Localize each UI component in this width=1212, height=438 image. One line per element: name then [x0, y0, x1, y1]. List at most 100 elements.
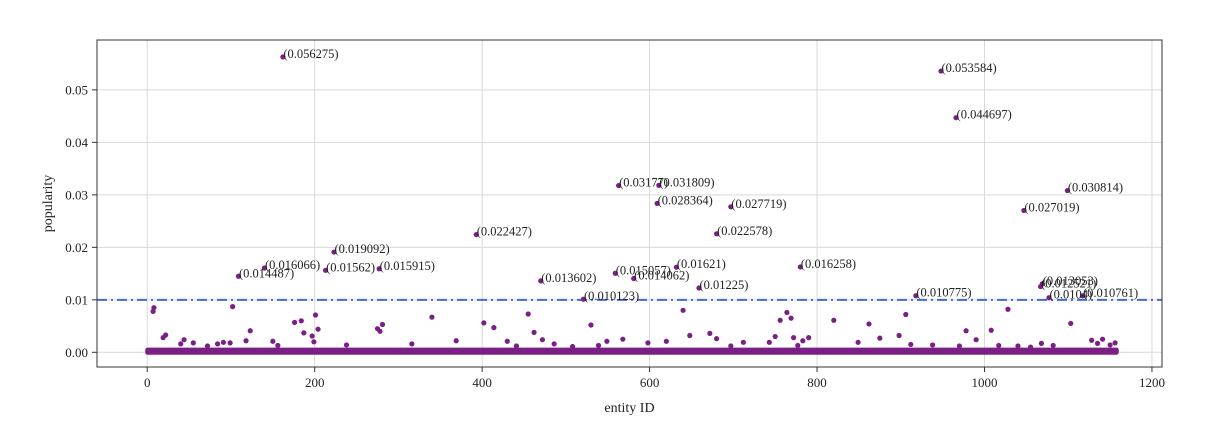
data-point: [1005, 306, 1011, 312]
point-value-label: (0.044697): [957, 108, 1012, 122]
data-point: [301, 330, 307, 336]
data-point: [788, 315, 794, 321]
point-value-label: (0.030814): [1068, 181, 1123, 195]
data-point: [973, 337, 979, 343]
annotated-point: [1064, 187, 1070, 194]
annotated-point: [1079, 293, 1086, 299]
data-point: [740, 339, 746, 345]
point-value-label: (0.03177): [619, 176, 668, 190]
y-tick-label: 0.03: [65, 187, 88, 202]
data-point: [312, 312, 319, 318]
x-tick-label: 200: [305, 375, 325, 390]
data-point: [513, 343, 520, 349]
annotated-point: [713, 231, 720, 237]
point-value-label: (0.013602): [541, 271, 596, 285]
annotated-point: [280, 54, 286, 60]
data-point: [214, 341, 221, 347]
data-point: [270, 338, 276, 344]
data-point: [315, 326, 321, 332]
data-point: [663, 338, 669, 344]
point-value-label: (0.01225): [699, 278, 748, 292]
x-tick-label: 1000: [972, 375, 998, 390]
annotated-point: [938, 68, 944, 74]
data-point: [800, 338, 806, 344]
ticks-layer: 0 200 400 600 800 1000 1200 0.00 0.01 0.02 0.03 0.0…: [65, 82, 1165, 390]
labels-layer: (0.056275)(0.053584)(0.044697)(0.03177)(…: [239, 47, 1138, 303]
data-point: [1068, 320, 1074, 327]
data-point: [309, 333, 315, 339]
annotated-point: [953, 115, 959, 121]
x-tick-label: 600: [640, 375, 660, 390]
data-point: [604, 338, 610, 344]
data-point: [481, 320, 487, 326]
point-value-label: (0.01621): [677, 257, 726, 271]
data-point: [247, 328, 253, 334]
point-value-label: (0.010761): [1083, 286, 1138, 300]
y-tick-label: 0.01: [65, 292, 88, 307]
annotated-point: [673, 264, 679, 270]
data-point: [988, 327, 994, 333]
grid-layer: [97, 40, 1162, 367]
data-point: [178, 341, 184, 347]
data-point: [429, 314, 435, 320]
point-value-label: (0.014487): [239, 266, 294, 280]
y-tick-label: 0.05: [65, 82, 88, 97]
data-point: [190, 340, 196, 346]
data-point: [453, 338, 459, 344]
point-value-label: (0.016066): [265, 258, 320, 272]
data-point: [806, 335, 812, 341]
point-value-label: (0.028364): [658, 193, 713, 207]
point-value-label: (0.027719): [731, 197, 786, 211]
point-value-label: (0.053584): [941, 61, 996, 75]
data-point: [903, 311, 909, 318]
data-point: [409, 341, 415, 347]
data-point: [551, 341, 557, 347]
x-tick-label: 0: [144, 375, 151, 390]
data-point: [291, 319, 298, 325]
data-point: [620, 336, 626, 342]
data-point: [343, 342, 350, 348]
data-point: [956, 343, 962, 349]
annotated-point: [580, 296, 587, 302]
annotated-point: [473, 231, 479, 238]
data-point: [707, 330, 713, 337]
data-point: [504, 338, 510, 344]
data-point: [791, 335, 797, 341]
data-point: [687, 332, 693, 339]
data-point: [777, 317, 783, 323]
data-point: [772, 333, 778, 340]
data-point: [1112, 340, 1118, 346]
data-point: [377, 328, 383, 334]
data-point: [728, 343, 734, 349]
point-value-label: (0.0104): [1049, 288, 1092, 302]
data-point: [1107, 342, 1113, 348]
data-point: [1099, 336, 1106, 342]
data-point: [531, 329, 537, 335]
point-value-label: (0.027019): [1024, 200, 1079, 214]
annotated-point: [1046, 295, 1052, 301]
point-value-label: (0.031809): [659, 175, 714, 189]
data-point: [866, 321, 872, 327]
data-point: [539, 337, 546, 343]
data-point: [163, 332, 169, 338]
data-point: [831, 317, 837, 323]
data-point: [595, 342, 602, 349]
data-point: [1050, 342, 1056, 349]
data-point: [1094, 340, 1101, 346]
x-axis-label: entity ID: [604, 401, 654, 416]
annotated-point: [913, 293, 919, 299]
data-point: [645, 340, 651, 346]
annotated-point: [322, 267, 329, 273]
data-point: [1038, 340, 1045, 346]
point-value-label: (0.019092): [334, 242, 389, 256]
data-point: [963, 328, 969, 334]
annotated-point: [616, 182, 622, 189]
x-tick-label: 1200: [1139, 375, 1165, 390]
point-value-label: (0.015057): [616, 263, 671, 277]
data-point: [996, 342, 1002, 349]
annotated-point: [538, 278, 544, 284]
x-tick-label: 400: [472, 375, 492, 390]
point-value-label: (0.010775): [916, 286, 971, 300]
